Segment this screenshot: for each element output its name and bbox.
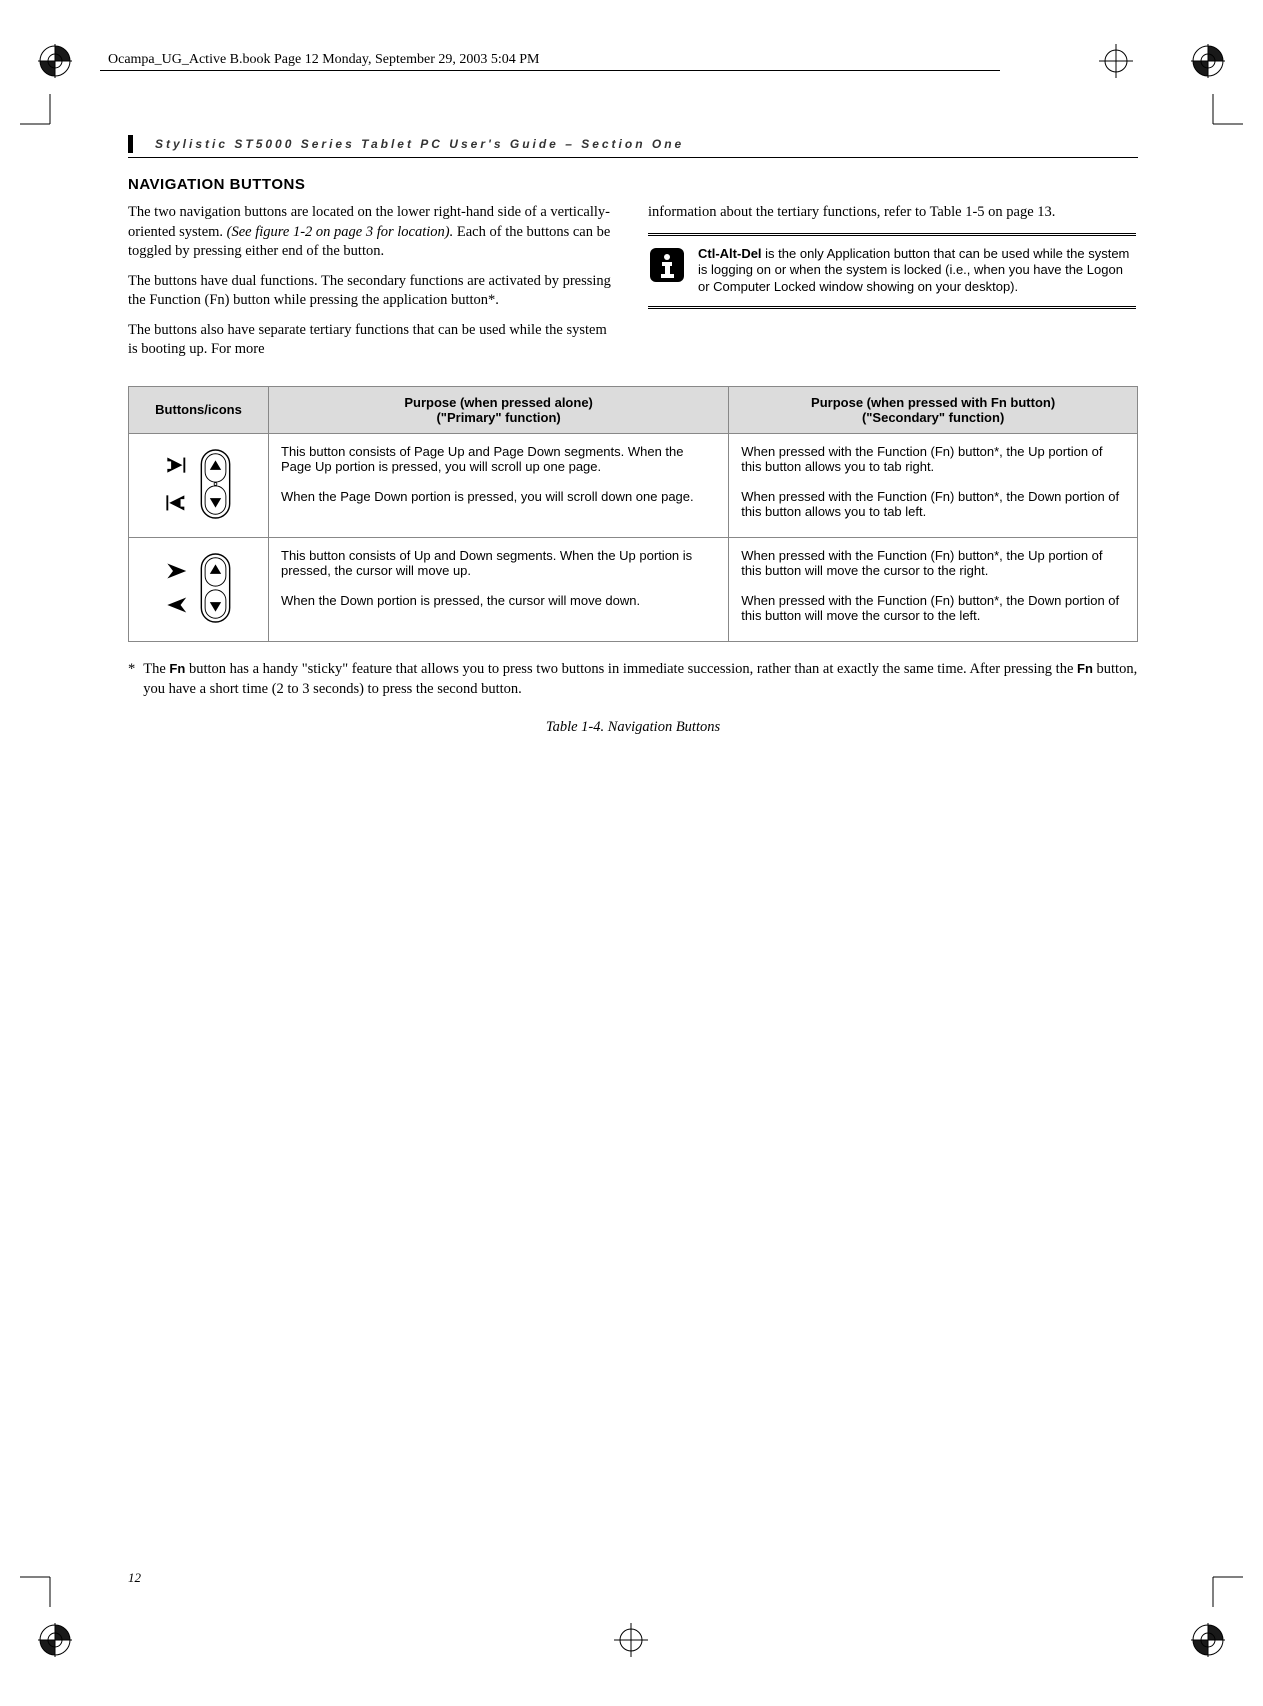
th-secondary-a: Purpose (when pressed with Fn button) <box>811 395 1055 410</box>
section-rule <box>128 157 1138 158</box>
crop-corner-bl <box>20 1567 60 1612</box>
reg-mark-bottom-right <box>1191 1623 1225 1662</box>
row2-secondary-a: When pressed with the Function (Fn) butt… <box>741 548 1102 578</box>
row2-primary: This button consists of Up and Down segm… <box>269 537 729 641</box>
section-header-text: Stylistic ST5000 Series Tablet PC User's… <box>155 137 684 151</box>
footnote-body: The Fn button has a handy "sticky" featu… <box>143 660 1138 699</box>
left-p2: The buttons have dual functions. The sec… <box>128 272 616 311</box>
right-p1: information about the tertiary functions… <box>648 203 1136 223</box>
footnote: * The Fn button has a handy "sticky" fea… <box>128 660 1138 699</box>
footnote-fn1: Fn <box>169 661 185 676</box>
page-number: 12 <box>128 1570 141 1586</box>
footnote-marker: * <box>128 660 135 699</box>
crop-target-top-right <box>1099 44 1133 83</box>
reg-mark-top-right <box>1191 44 1225 83</box>
row2-secondary: When pressed with the Function (Fn) butt… <box>729 537 1138 641</box>
reg-mark-bottom-left <box>38 1623 72 1662</box>
up-down-button-icon <box>156 548 241 628</box>
table-row: This button consists of Page Up and Page… <box>129 433 1138 537</box>
reg-mark-top-left <box>38 44 72 83</box>
crop-corner-br <box>1203 1567 1243 1612</box>
left-column: The two navigation buttons are located o… <box>128 203 616 370</box>
page-up-down-button-icon <box>156 444 241 524</box>
crop-target-bottom-center <box>614 1623 648 1662</box>
row1-secondary: When pressed with the Function (Fn) butt… <box>729 433 1138 537</box>
info-bold: Ctl-Alt-Del <box>698 246 762 261</box>
table-caption: Table 1-4. Navigation Buttons <box>128 719 1138 736</box>
nav-buttons-table: Buttons/icons Purpose (when pressed alon… <box>128 386 1138 642</box>
th-buttons-icons: Buttons/icons <box>129 386 269 433</box>
crop-corner-tr <box>1203 94 1243 139</box>
footnote-b: button has a handy "sticky" feature that… <box>185 661 1077 677</box>
frame-header: Ocampa_UG_Active B.book Page 12 Monday, … <box>108 52 539 68</box>
section-header-bar: Stylistic ST5000 Series Tablet PC User's… <box>128 135 1138 153</box>
heading-navigation-buttons: NAVIGATION BUTTONS <box>128 176 1138 193</box>
page-content: Stylistic ST5000 Series Tablet PC User's… <box>128 135 1138 736</box>
row2-secondary-b: When pressed with the Function (Fn) butt… <box>741 593 1119 623</box>
row2-primary-b: When the Down portion is pressed, the cu… <box>281 593 640 608</box>
frame-rule <box>100 70 1000 71</box>
footnote-a: The <box>143 661 169 677</box>
th-primary-b: ("Primary" function) <box>436 410 560 425</box>
row1-primary-a: This button consists of Page Up and Page… <box>281 444 684 474</box>
th-secondary: Purpose (when pressed with Fn button) ("… <box>729 386 1138 433</box>
footnote-fn2: Fn <box>1077 661 1093 676</box>
row2-primary-a: This button consists of Up and Down segm… <box>281 548 692 578</box>
info-box: Ctl-Alt-Del is the only Application butt… <box>648 233 1136 310</box>
th-secondary-b: ("Secondary" function) <box>862 410 1004 425</box>
row1-secondary-a: When pressed with the Function (Fn) butt… <box>741 444 1102 474</box>
row1-icon-cell <box>129 433 269 537</box>
info-text-body: is the only Application button that can … <box>698 246 1129 295</box>
row1-primary-b: When the Page Down portion is pressed, y… <box>281 489 694 504</box>
left-p1-italic: (See figure 1-2 on page 3 for location). <box>227 224 454 240</box>
th-primary-a: Purpose (when pressed alone) <box>404 395 593 410</box>
th-primary: Purpose (when pressed alone) ("Primary" … <box>269 386 729 433</box>
right-column: information about the tertiary functions… <box>648 203 1136 370</box>
table-row: This button consists of Up and Down segm… <box>129 537 1138 641</box>
info-text: Ctl-Alt-Del is the only Application butt… <box>698 246 1136 297</box>
crop-corner-tl <box>20 94 60 139</box>
row2-icon-cell <box>129 537 269 641</box>
left-p3: The buttons also have separate tertiary … <box>128 321 616 360</box>
left-p1: The two navigation buttons are located o… <box>128 203 616 262</box>
row1-primary: This button consists of Page Up and Page… <box>269 433 729 537</box>
row1-secondary-b: When pressed with the Function (Fn) butt… <box>741 489 1119 519</box>
info-icon <box>648 246 686 284</box>
